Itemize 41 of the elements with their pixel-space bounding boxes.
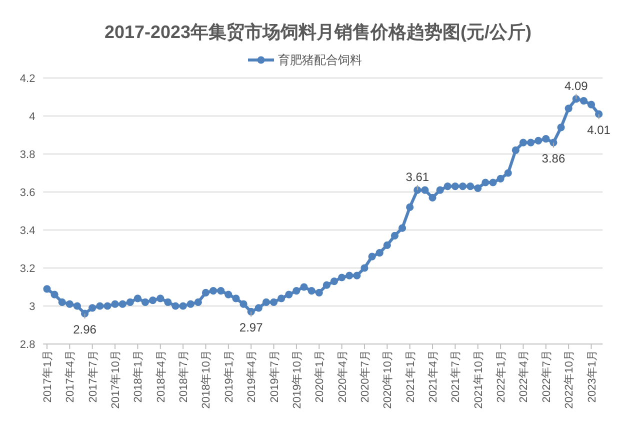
data-label: 2.97 bbox=[239, 320, 264, 335]
x-tick-label: 2017年10月 bbox=[110, 350, 122, 409]
legend-label: 育肥猪配合饲料 bbox=[278, 53, 362, 67]
x-tick-label: 2019年4月 bbox=[246, 350, 258, 403]
y-tick-label: 3.2 bbox=[20, 263, 36, 275]
x-tick-label: 2023年1月 bbox=[586, 350, 598, 403]
x-tick-label: 2021年10月 bbox=[472, 350, 485, 409]
x-tick-label: 2020年4月 bbox=[336, 350, 349, 403]
y-tick-label: 3.4 bbox=[20, 225, 36, 237]
y-tick-label: 3.6 bbox=[20, 187, 36, 199]
data-label: 4.01 bbox=[587, 123, 611, 138]
data-label: 3.86 bbox=[542, 152, 566, 166]
x-tick-label: 2019年7月 bbox=[268, 350, 281, 403]
x-tick-label: 2020年1月 bbox=[314, 350, 326, 403]
x-tick-label: 2018年4月 bbox=[155, 350, 168, 403]
y-tick-label: 4.2 bbox=[20, 73, 36, 85]
x-tick-label: 2018年7月 bbox=[178, 350, 190, 403]
x-tick-label: 2017年7月 bbox=[87, 350, 100, 403]
chart-title: 2017-2023年集贸市场饲料月销售价格趋势图(元/公斤) bbox=[104, 22, 532, 42]
y-tick-label: 2.8 bbox=[20, 339, 36, 351]
x-tick-label: 2018年1月 bbox=[132, 350, 145, 403]
x-tick-label: 2018年10月 bbox=[200, 350, 213, 409]
y-tick-label: 3 bbox=[29, 301, 36, 313]
x-tick-label: 2022年1月 bbox=[496, 350, 508, 403]
data-label: 2.96 bbox=[73, 322, 97, 337]
x-tick-label: 2017年4月 bbox=[64, 350, 77, 403]
x-tick-label: 2019年1月 bbox=[223, 350, 236, 403]
x-tick-label: 2021年4月 bbox=[428, 350, 440, 403]
x-tick-label: 2017年1月 bbox=[42, 350, 54, 403]
x-tick-label: 2021年7月 bbox=[450, 350, 462, 403]
y-tick-label: 4 bbox=[29, 111, 36, 123]
x-tick-label: 2019年10月 bbox=[291, 350, 304, 409]
x-tick-label: 2020年7月 bbox=[359, 350, 372, 403]
x-tick-label: 2022年7月 bbox=[540, 350, 553, 403]
x-tick-label: 2022年10月 bbox=[564, 350, 576, 409]
y-tick-label: 3.8 bbox=[20, 149, 36, 161]
data-label: 4.09 bbox=[564, 78, 588, 93]
x-tick-label: 2021年1月 bbox=[404, 350, 417, 403]
x-tick-label: 2022年4月 bbox=[518, 350, 530, 403]
x-tick-label: 2020年10月 bbox=[382, 350, 394, 409]
data-label: 3.61 bbox=[406, 170, 430, 184]
